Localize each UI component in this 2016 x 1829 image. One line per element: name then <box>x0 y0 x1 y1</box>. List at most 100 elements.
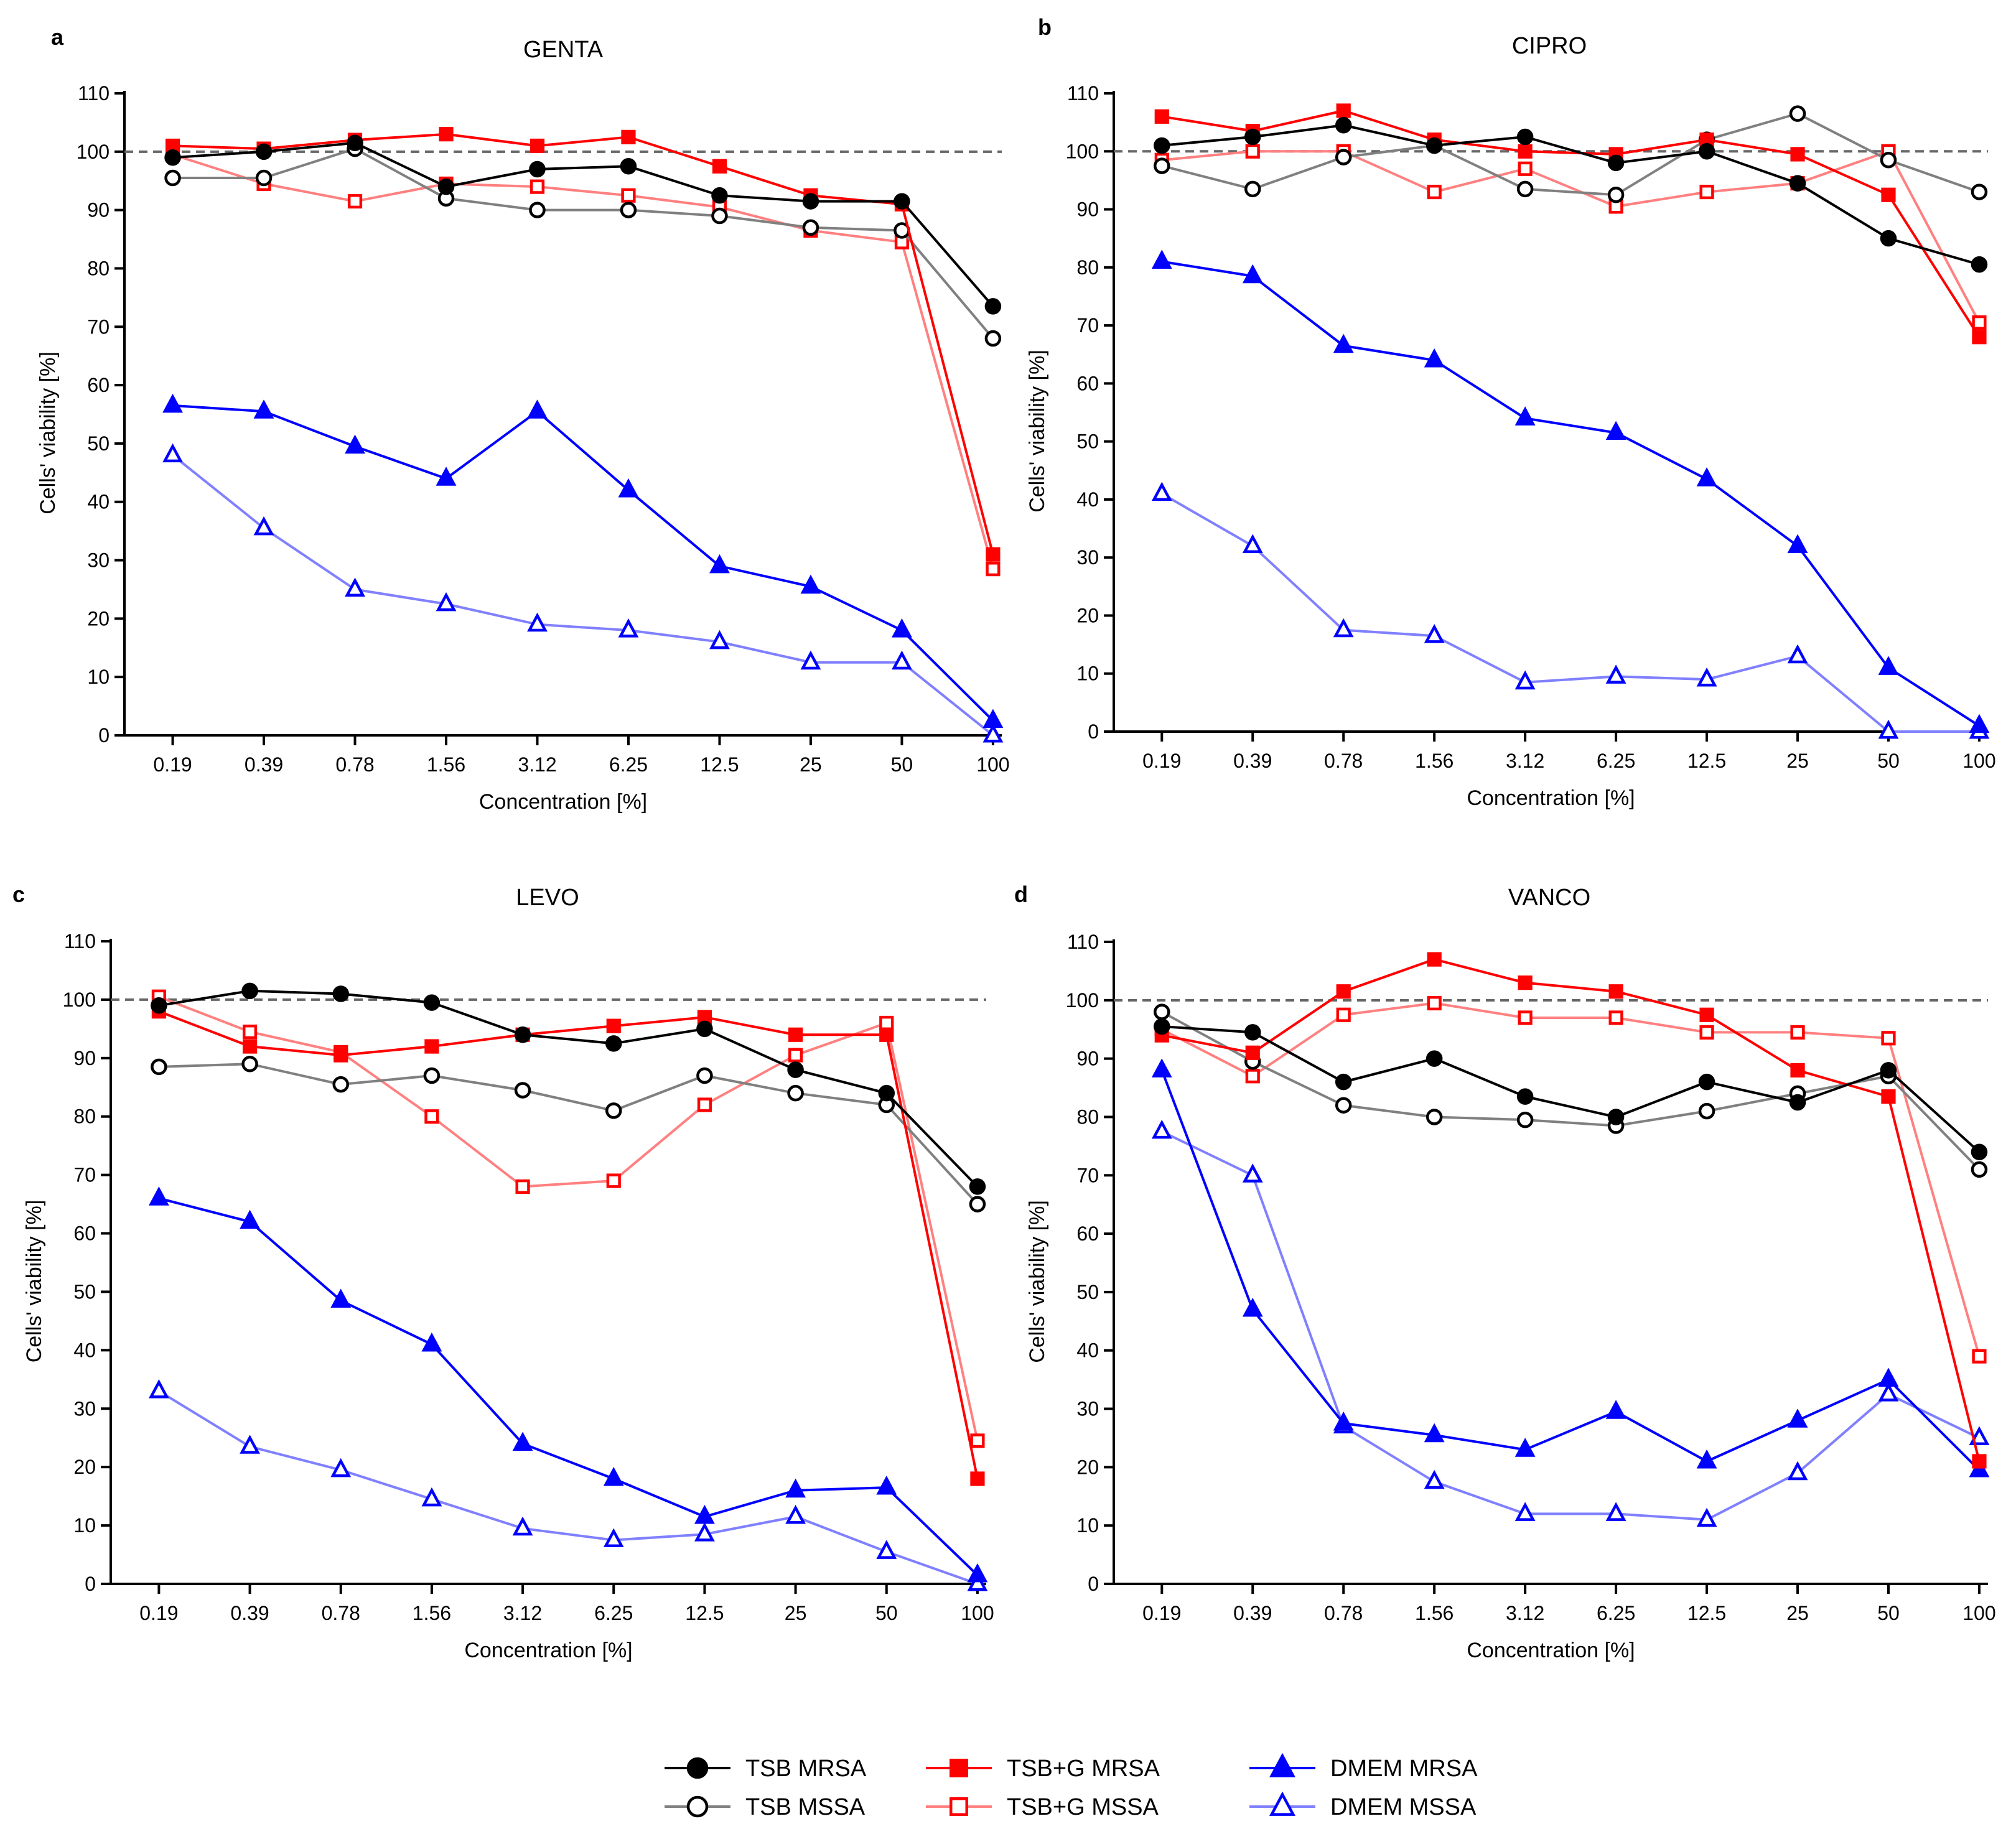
y-tick-label: 70 <box>87 315 110 338</box>
data-point <box>1424 1469 1445 1489</box>
x-tick-label: 25 <box>800 753 822 776</box>
data-point <box>330 1288 352 1308</box>
data-point <box>984 298 1002 315</box>
series-dmem-mssa <box>1151 482 1990 739</box>
data-point <box>1242 264 1263 284</box>
series-line <box>1162 124 1980 266</box>
data-point <box>876 1540 897 1559</box>
x-tick-label: 1.56 <box>1415 750 1454 772</box>
x-tick-label: 0.78 <box>1324 750 1363 772</box>
data-point <box>241 982 258 1000</box>
data-point <box>967 1571 988 1591</box>
legend-item: TSB MRSA <box>665 1756 867 1782</box>
x-tick-label: 6.25 <box>594 1602 633 1624</box>
y-tick-label: 20 <box>1076 1456 1099 1478</box>
data-point <box>1424 1423 1445 1443</box>
series-dmem-mrsa <box>1151 249 1990 733</box>
data-point <box>1880 230 1897 247</box>
series-line <box>158 995 979 1441</box>
data-point <box>1245 1069 1260 1084</box>
x-axis-label: Concentration [%] <box>479 790 647 814</box>
x-tick-label: 0.19 <box>1142 750 1181 772</box>
y-tick-label: 40 <box>1076 1339 1099 1362</box>
data-point <box>1880 1062 1897 1079</box>
data-point <box>802 219 819 236</box>
panel-b: b CIPRO 0 10 20 30 40 50 60 70 80 90 100 110 0.19 0.39 0… <box>1025 14 1996 810</box>
x-tick-label: 6.25 <box>609 753 648 776</box>
y-tick-label: 30 <box>1076 1398 1099 1420</box>
data-point <box>787 1061 804 1078</box>
series-line <box>1162 149 1981 323</box>
y-tick-label: 100 <box>1066 989 1099 1012</box>
data-point <box>1789 1094 1806 1111</box>
data-point <box>436 467 457 486</box>
y-axis-label: Cells' viability [%] <box>36 351 60 514</box>
data-point <box>1427 184 1442 200</box>
x-tick-label: 0.39 <box>1233 1602 1272 1624</box>
panel-letter: a <box>51 24 64 50</box>
data-point <box>1605 1400 1626 1419</box>
data-point <box>1333 333 1354 353</box>
x-tick-label: 1.56 <box>427 753 465 776</box>
y-tick-label: 90 <box>87 199 110 221</box>
y-tick-label: 30 <box>73 1397 96 1420</box>
data-point <box>527 612 548 632</box>
data-point <box>1969 1426 1990 1445</box>
data-point <box>1151 482 1172 501</box>
legend-item: DMEM MRSA <box>1249 1752 1478 1782</box>
data-point <box>1698 143 1715 160</box>
data-point <box>255 143 273 161</box>
series-line <box>158 1010 979 1479</box>
panel-letter: b <box>1038 14 1052 40</box>
series-line <box>172 153 994 570</box>
data-point <box>529 202 546 218</box>
data-point <box>1426 1109 1443 1125</box>
data-point <box>788 1048 803 1063</box>
y-tick-label: 80 <box>1076 1105 1099 1128</box>
data-point <box>162 393 183 413</box>
data-point <box>1514 1438 1536 1457</box>
series-tsb-mrsa <box>1154 117 1988 273</box>
data-point <box>1333 618 1354 638</box>
x-tick-label: 0.19 <box>1142 1602 1181 1624</box>
data-point <box>1244 1024 1261 1041</box>
data-point <box>1244 180 1261 198</box>
data-point <box>694 1522 715 1542</box>
panel-title: CIPRO <box>1512 33 1587 59</box>
data-point <box>436 592 457 612</box>
data-point <box>1605 664 1626 684</box>
legend-marker <box>686 1757 709 1779</box>
data-point <box>800 650 821 670</box>
data-point <box>1336 984 1351 999</box>
data-point <box>802 193 819 210</box>
data-point <box>1514 670 1536 690</box>
data-point <box>892 618 912 638</box>
data-point <box>894 193 910 210</box>
legend-marker <box>950 1759 968 1777</box>
legend-item: TSB MSSA <box>665 1794 866 1820</box>
y-tick-label: 110 <box>1067 931 1099 953</box>
panel-a: a GENTA 0 10 20 30 40 50 60 70 80 90 100 110 0.19 0.39 0… <box>36 24 1010 814</box>
series-line <box>158 1197 979 1576</box>
x-tick-label: 12.5 <box>685 1602 724 1624</box>
data-point <box>345 434 365 454</box>
y-tick-label: 20 <box>87 607 110 630</box>
x-tick-label: 1.56 <box>413 1602 451 1624</box>
data-point <box>618 478 639 498</box>
series-tsb-mssa <box>151 1055 986 1212</box>
data-point <box>1245 144 1260 159</box>
series-line <box>1161 109 1981 338</box>
data-point <box>1699 1025 1714 1040</box>
data-point <box>603 1528 624 1548</box>
data-point <box>1426 137 1443 154</box>
data-point <box>1516 1088 1534 1105</box>
y-tick-label: 50 <box>1076 1281 1099 1303</box>
x-axis-label: Concentration [%] <box>1467 1639 1635 1662</box>
data-point <box>421 1332 442 1352</box>
data-point <box>148 1379 169 1399</box>
x-tick-label: 50 <box>891 753 913 776</box>
data-point <box>255 169 273 187</box>
x-tick-label: 50 <box>875 1602 898 1624</box>
data-point <box>162 443 183 463</box>
data-point <box>151 1058 167 1076</box>
